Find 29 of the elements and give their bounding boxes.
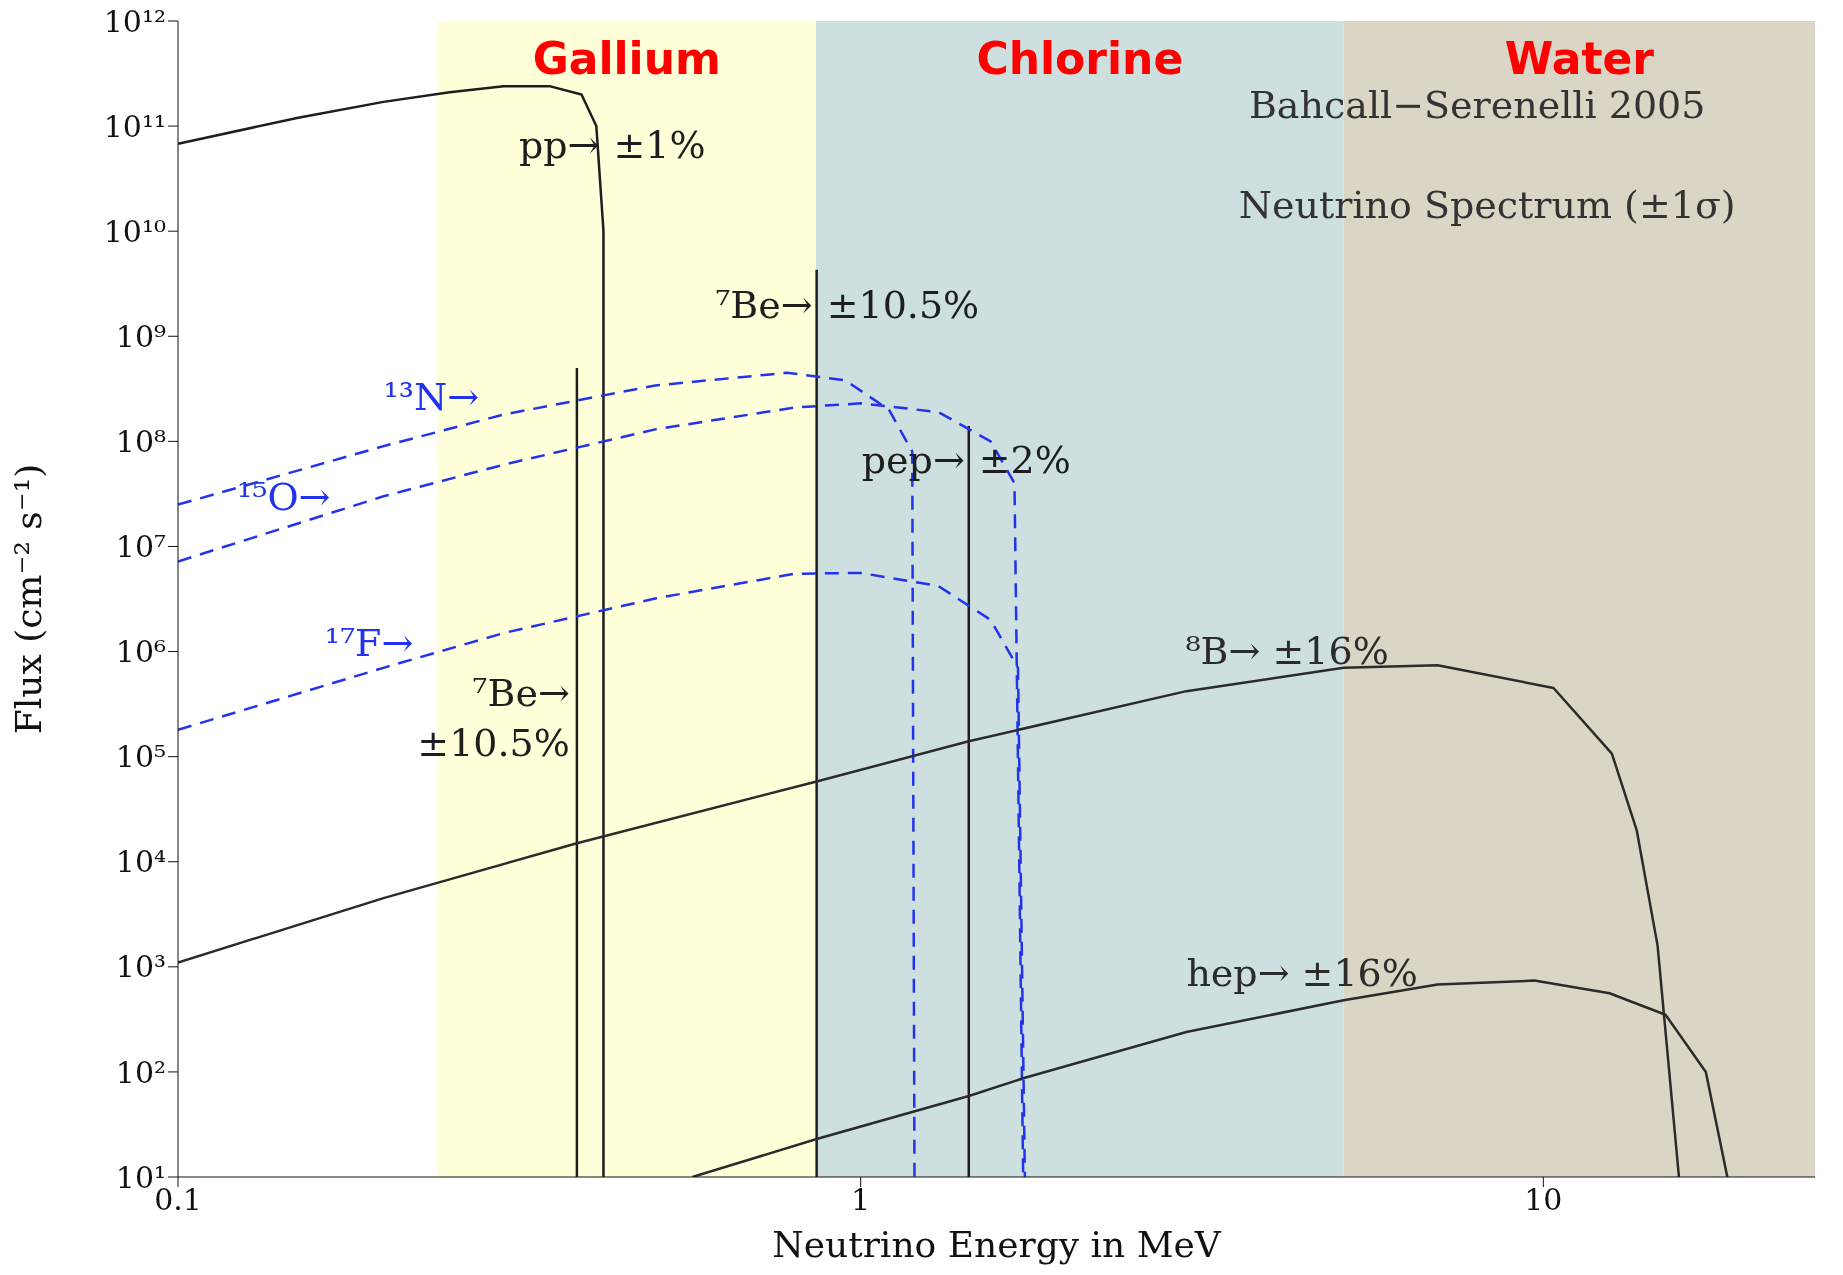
text: Neutrino Spectrum (±1σ) xyxy=(1238,182,1736,227)
y-tick-label: 10³ xyxy=(115,949,166,985)
x-tick-label: 1 xyxy=(851,1182,871,1218)
y-axis-title: Flux (cm⁻² s⁻¹) xyxy=(7,463,49,735)
series-label: ⁷Be→ ±10.5% xyxy=(715,282,980,327)
y-tick-label: 10¹² xyxy=(103,3,166,39)
series-label: pp→ ±1% xyxy=(518,122,706,167)
series-label: ⁸B→ ±16% xyxy=(1185,629,1389,674)
y-tick-label: 10⁸ xyxy=(115,424,166,460)
band-label: Chlorine xyxy=(976,33,1184,85)
x-tick-label: 10 xyxy=(1524,1182,1563,1218)
y-tick-label: 10² xyxy=(115,1054,166,1090)
text: Bahcall−Serenelli 2005 xyxy=(1248,82,1706,127)
y-tick-label: 10⁷ xyxy=(115,529,166,565)
series-label: hep→ ±16% xyxy=(1186,951,1418,996)
series-label: pep→ ±2% xyxy=(861,438,1071,482)
y-tick-label: 10⁵ xyxy=(115,739,166,775)
y-tick-label: 10⁴ xyxy=(115,844,166,880)
band-label: Water xyxy=(1504,33,1655,85)
series-label: ⁷Be→ ±10.5% xyxy=(417,671,570,766)
band-label: Gallium xyxy=(532,33,721,85)
x-axis-title: Neutrino Energy in MeV xyxy=(772,1224,1222,1265)
y-tick-label: 10⁹ xyxy=(115,318,166,354)
series-label: ¹³N→ xyxy=(383,374,480,419)
series-label: ¹⁷F→ xyxy=(324,621,414,666)
y-tick-label: 10¹¹ xyxy=(103,108,166,144)
y-tick-label: 10⁶ xyxy=(115,634,166,670)
y-tick-label: 10¹⁰ xyxy=(103,213,166,249)
series-label: ¹⁵O→ xyxy=(236,475,331,520)
